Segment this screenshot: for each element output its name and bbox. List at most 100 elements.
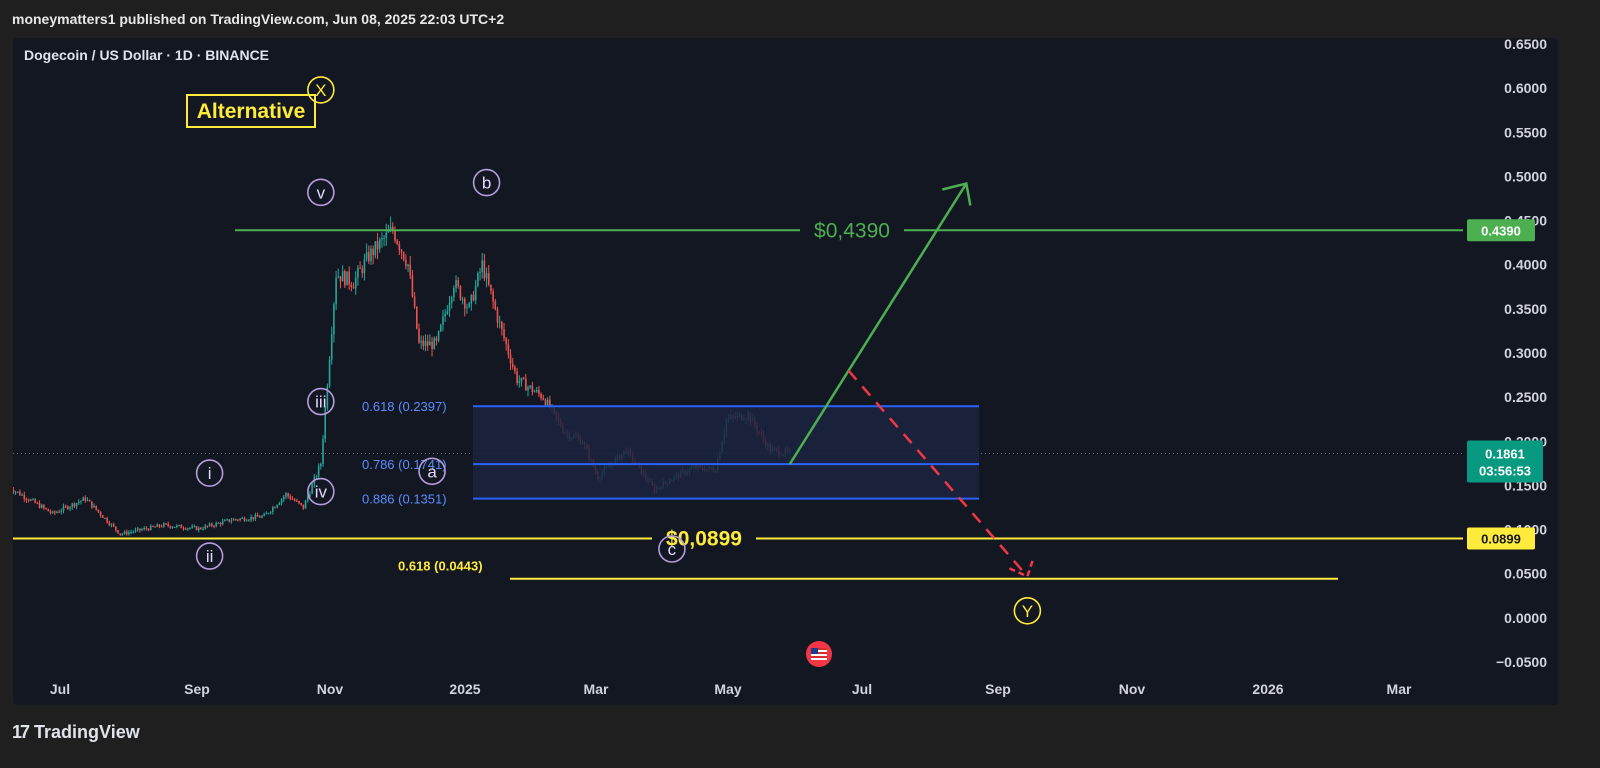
candle-body (171, 527, 174, 529)
candle-body (93, 505, 95, 508)
current-price-value: 0.1861 (1485, 447, 1525, 462)
candle-body (134, 529, 137, 532)
chart-panel[interactable]: 0.65000.60000.55000.50000.45000.40000.35… (13, 38, 1558, 705)
candle-body (300, 503, 303, 505)
candle-body (461, 298, 464, 300)
candle-body (289, 496, 292, 499)
candle-body (322, 438, 324, 464)
candle-body (280, 499, 283, 503)
candle-body (125, 531, 128, 535)
candle-body (173, 526, 176, 528)
candle-body (245, 520, 248, 522)
candle-body (91, 501, 93, 508)
candle-body (278, 502, 281, 505)
candle-body (97, 509, 100, 512)
price-level-label: $0,4390 (814, 219, 890, 242)
candle-body (202, 528, 204, 530)
candle-body (315, 476, 318, 478)
wave-label: iv (315, 483, 328, 502)
wave-label-circle (658, 535, 686, 563)
candle-body (47, 508, 50, 512)
candle-body (398, 243, 401, 251)
wave-label-circle (307, 178, 335, 207)
candle-body (34, 499, 36, 503)
candle-body (16, 491, 19, 493)
y-tick-label: 0.3500 (1504, 301, 1547, 317)
y-tick-label: 0.6000 (1504, 80, 1547, 96)
candle-body (529, 385, 531, 388)
candle-body (226, 519, 228, 521)
candle-body (36, 502, 39, 504)
candle-body (383, 237, 385, 239)
fib-level-label: 0.618 (0.2397) (362, 399, 447, 414)
fib-extension-label: 0.618 (0.0443) (398, 559, 483, 574)
candle-body (282, 496, 285, 500)
candle-body (468, 303, 470, 308)
candle-body (494, 301, 497, 310)
tradingview-logo-icon: 17 (12, 721, 30, 742)
candle-body (263, 514, 265, 516)
candle-body (330, 334, 333, 360)
candle-body (546, 399, 549, 406)
candle-body (324, 408, 327, 439)
candle-body (152, 525, 154, 527)
candle-body (156, 524, 159, 527)
candle-body (385, 232, 388, 238)
candle-body (115, 526, 117, 531)
candle-body (487, 273, 490, 285)
wave-label-circle (472, 168, 501, 197)
candle-body (328, 359, 331, 387)
wave-label-circle (195, 542, 224, 570)
candle-body (311, 484, 313, 494)
candle-body (409, 264, 412, 276)
candle-body (501, 321, 503, 329)
candle-body (82, 497, 84, 501)
candle-body (128, 532, 130, 535)
us-flag-canton (811, 648, 818, 654)
price-level-axis-tag (1467, 527, 1535, 550)
candle-body (376, 241, 379, 250)
candle-body (243, 517, 246, 521)
candle-body (204, 525, 207, 529)
candle-body (176, 525, 178, 527)
candle-body (232, 519, 235, 521)
candle-body (163, 523, 165, 527)
candle-body (58, 511, 60, 513)
candle-body (49, 511, 52, 513)
candle-body (422, 340, 425, 346)
candle-body (23, 494, 26, 499)
price-level-label-bg (800, 217, 904, 244)
candle-body (444, 313, 446, 317)
candle-body (40, 505, 43, 508)
x-tick-label: 2025 (449, 681, 480, 697)
wave-label-circle (418, 457, 446, 486)
price-chart[interactable]: 0.65000.60000.55000.50000.45000.40000.35… (13, 38, 1558, 705)
candle-body (217, 522, 220, 524)
candle-body (339, 276, 342, 282)
candle-body (420, 340, 422, 343)
candle-body (215, 522, 217, 527)
candle-body (544, 399, 547, 406)
candle-body (178, 525, 180, 527)
wave-label-circle (307, 76, 335, 104)
wave-label: iii (315, 393, 326, 412)
candle-body (13, 490, 15, 493)
y-tick-label: 0.0500 (1504, 566, 1547, 582)
candle-body (518, 381, 521, 384)
candle-body (490, 284, 492, 292)
candle-body (450, 297, 453, 304)
candle-body (38, 503, 41, 508)
candle-body (509, 354, 512, 364)
x-tick-label: Mar (584, 681, 609, 697)
candle-body (344, 271, 346, 286)
candle-body (505, 338, 508, 345)
candle-body (211, 523, 213, 526)
candle-body (239, 518, 241, 521)
candle-body (219, 522, 222, 525)
wave-label: a (427, 462, 437, 481)
candle-body (21, 494, 23, 496)
candle-body (400, 250, 403, 253)
candle-body (439, 324, 442, 332)
candle-body (374, 241, 377, 256)
candle-body (527, 387, 529, 391)
